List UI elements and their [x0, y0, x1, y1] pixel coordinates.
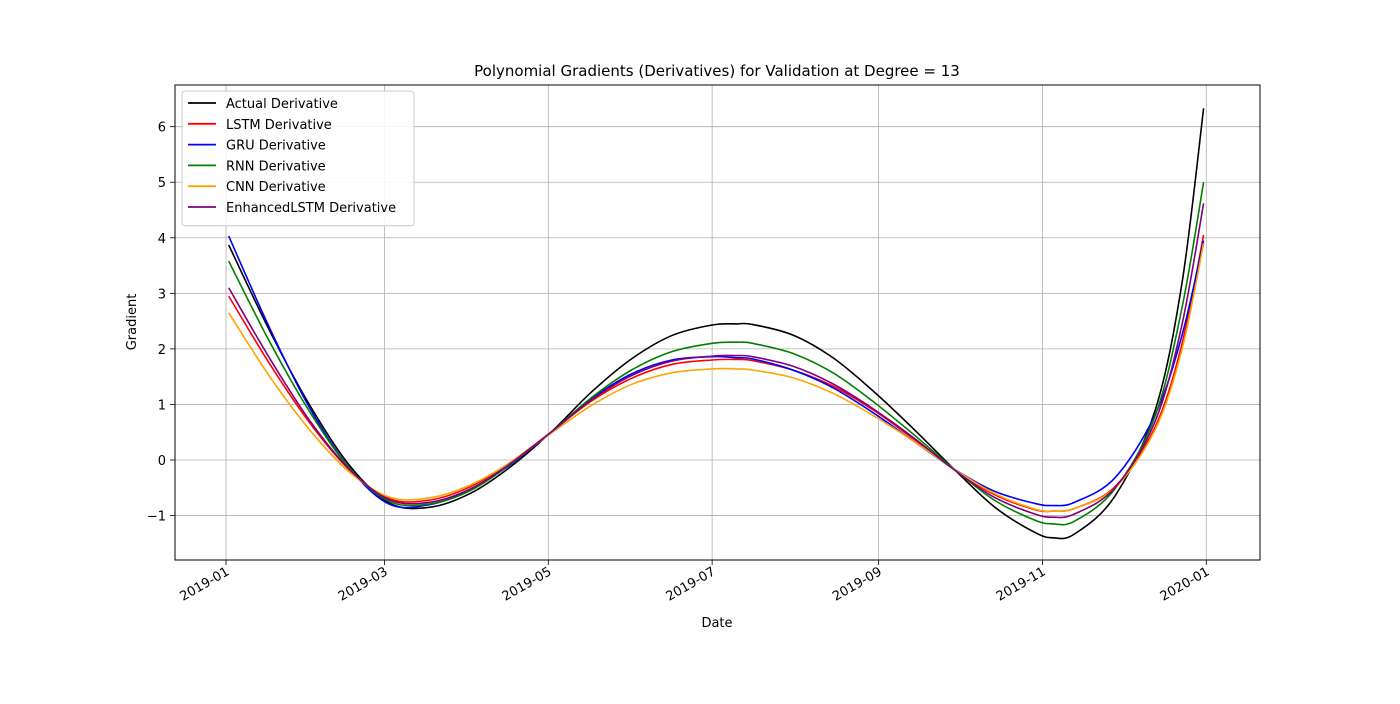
y-tick-label: 4 [158, 232, 166, 247]
plot-area-frame [174, 84, 1261, 561]
y-tick-label: −1 [147, 510, 166, 525]
x-axis-label: Date [701, 616, 732, 631]
y-tick-label: 1 [158, 398, 166, 413]
y-tick-label: 5 [158, 176, 166, 191]
legend-label: CNN Derivative [226, 180, 326, 195]
y-axis-label: Gradient [125, 294, 140, 351]
series-layer [227, 108, 1205, 540]
series-line-cnn-derivative [228, 243, 1205, 513]
legend-label: GRU Derivative [226, 139, 326, 154]
y-tick-label: 6 [158, 121, 166, 136]
legend-box [181, 90, 415, 227]
y-tick-label: 3 [158, 287, 166, 302]
chart-title: Polynomial Gradients (Derivatives) for V… [474, 62, 960, 80]
series-line-rnn-derivative [227, 182, 1205, 526]
series-line-enhancedlstm-derivative [228, 203, 1205, 519]
y-tick-label: 0 [158, 454, 166, 469]
legend-label: EnhancedLSTM Derivative [226, 201, 396, 216]
legend-label: RNN Derivative [226, 159, 326, 174]
legend-label: LSTM Derivative [226, 118, 332, 133]
legend-label: Actual Derivative [226, 97, 338, 112]
grid-layer [175, 85, 1260, 560]
y-tick-label: 2 [158, 343, 166, 358]
series-line-gru-derivative [227, 235, 1205, 509]
legend: Actual Derivative LSTM Derivative GRU Deri… [181, 90, 415, 227]
